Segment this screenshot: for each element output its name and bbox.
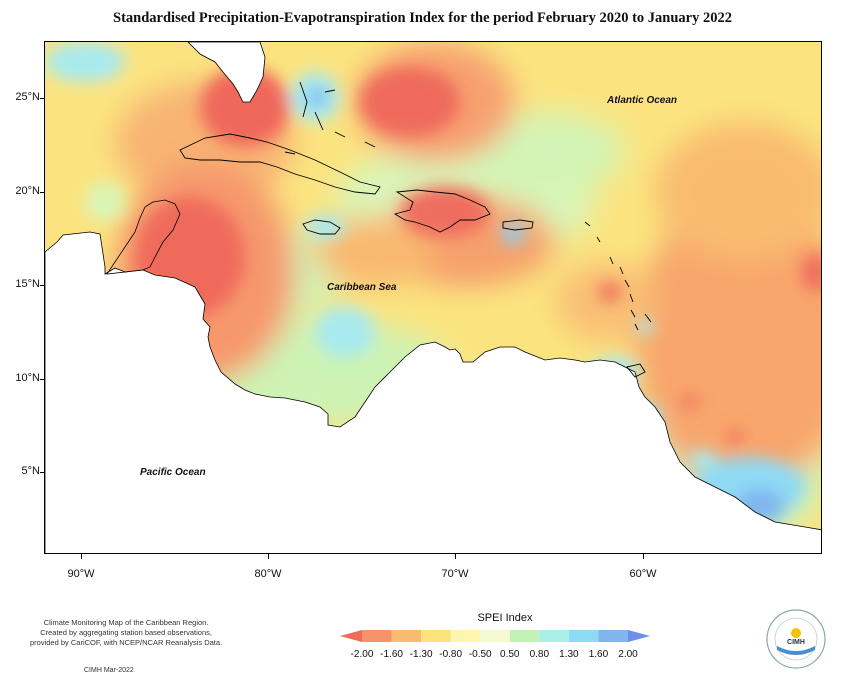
island-outlines: [179, 81, 652, 378]
legend-tick-label: -2.00: [350, 649, 374, 660]
legend-swatch: [450, 630, 481, 642]
atlantic-ocean-label: Atlantic Ocean: [607, 95, 678, 106]
wave-icon: [777, 646, 815, 655]
lat-tick-25: 25°N: [15, 91, 40, 103]
map-description: Climate Monitoring Map of the Caribbean …: [30, 618, 222, 648]
legend-tick-label: 1.30: [559, 649, 579, 660]
pacific-ocean-label: Pacific Ocean: [140, 467, 206, 478]
lat-tick-10: 10°N: [15, 372, 40, 384]
note-line: Climate Monitoring Map of the Caribbean …: [43, 618, 209, 627]
lat-tick-mark: [40, 472, 44, 473]
map-title: Standardised Precipitation-Evapotranspir…: [113, 10, 732, 26]
legend-swatch: [628, 630, 650, 642]
note-line: Created by aggregating station based obs…: [40, 628, 212, 637]
legend-tick-label: 2.00: [618, 649, 638, 660]
legend-swatch: [421, 630, 451, 642]
lat-tick-mark: [40, 379, 44, 380]
lat-tick-15: 15°N: [15, 278, 40, 290]
legend-swatch: [598, 630, 628, 642]
lat-tick-mark: [40, 98, 44, 99]
index-extremes: [45, 42, 821, 525]
legend-swatch: [509, 630, 540, 642]
legend-swatch: [391, 630, 422, 642]
legend-tick-label: 1.60: [588, 649, 609, 660]
lon-tick-mark: [268, 554, 269, 559]
note-line: provided by CariCOF, with NCEP/NCAR Rean…: [30, 638, 223, 647]
legend-title: SPEI Index: [477, 612, 533, 624]
legend-swatch: [480, 630, 510, 642]
cimh-logo: CIMH: [766, 609, 826, 669]
spei-map-canvas: [45, 42, 821, 553]
lon-tick-90: 90°W: [67, 568, 95, 580]
caribbean-sea-label: Caribbean Sea: [327, 282, 397, 293]
credit-text: CIMH Mar-2022: [84, 667, 134, 674]
spei-map: Atlantic Ocean Caribbean Sea Pacific Oce…: [44, 41, 822, 554]
lon-tick-80: 80°W: [254, 568, 282, 580]
legend-swatch: [340, 630, 362, 642]
legend-swatch: [362, 630, 392, 642]
lat-tick-mark: [40, 285, 44, 286]
color-legend-bar: [340, 630, 650, 642]
lon-tick-60: 60°W: [629, 568, 657, 580]
legend-tick-label: -0.80: [439, 649, 463, 660]
legend-tick-label: -0.50: [468, 649, 492, 660]
lat-tick-5: 5°N: [21, 465, 40, 477]
lat-tick-mark: [40, 192, 44, 193]
lon-tick-mark: [455, 554, 456, 559]
lon-tick-mark: [643, 554, 644, 559]
legend-tick-label: -1.30: [409, 649, 433, 660]
legend-tick-label: 0.50: [500, 649, 520, 660]
legend-tick-label: 0.80: [529, 649, 550, 660]
lon-tick-70: 70°W: [441, 568, 469, 580]
legend-tick-label: -1.60: [380, 649, 403, 660]
legend-swatch: [539, 630, 569, 642]
legend-swatch: [568, 630, 599, 642]
lat-tick-20: 20°N: [15, 185, 40, 197]
lon-tick-mark: [81, 554, 82, 559]
logo-text: CIMH: [787, 639, 805, 646]
sun-icon: [791, 628, 801, 638]
landmasses: [45, 42, 821, 553]
